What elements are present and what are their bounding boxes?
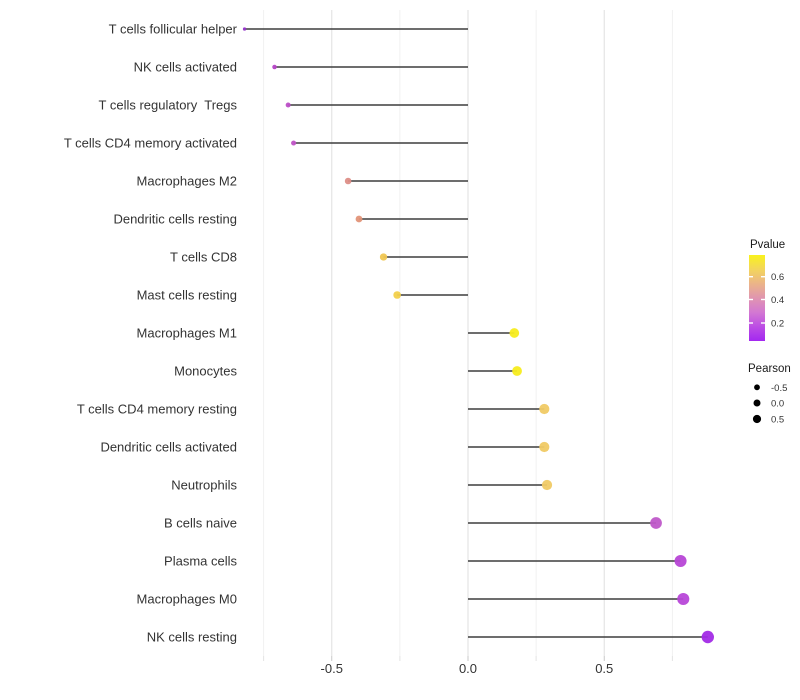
grid-minor [263,10,673,656]
pvalue-legend-label: 0.4 [771,295,784,306]
y-axis-label: T cells CD4 memory activated [64,136,237,151]
pearson-legend-label: 0.0 [771,399,784,410]
pvalue-colorbar [749,255,765,341]
pearson-legend: Pearson -0.5 0.0 0.5 [748,363,791,426]
y-axis-label: NK cells resting [147,630,237,645]
lollipop-dot [379,253,388,261]
lollipop-dot [355,215,363,223]
lollipop-dot [674,554,687,568]
pvalue-legend-label: 0.6 [771,272,784,283]
y-axis-label: T cells follicular helper [109,22,238,37]
pearson-legend-dot [754,384,760,391]
y-axis-label: Neutrophils [171,478,237,493]
pearson-legend-title: Pearson [748,363,791,375]
x-axis-label: 0.0 [459,661,477,676]
dots [242,27,714,644]
y-axis-label: Dendritic cells activated [100,440,237,455]
lollipop-dot [242,27,247,31]
lollipop-dot [539,403,550,415]
lollipop-dot [291,140,297,146]
y-axis-label: NK cells activated [134,60,237,75]
y-axis-label: Macrophages M1 [137,326,237,341]
x-axis-labels: -0.5 0.0 0.5 [321,661,614,676]
lollipop-dot [272,64,277,70]
stems [244,28,708,638]
y-axis-label: Plasma cells [164,554,237,569]
lollipop-dot [509,328,520,338]
lollipop-dot [541,479,553,491]
lollipop-dot [344,177,352,185]
x-axis-ticks [263,656,673,661]
y-axis-labels: T cells follicular helper NK cells activa… [64,22,238,645]
y-axis-label: Monocytes [174,364,237,379]
lollipop-dot [701,630,714,644]
y-axis-label: Macrophages M0 [137,592,237,607]
lollipop-dot [512,366,522,376]
pearson-legend-label: 0.5 [771,415,784,426]
pvalue-legend: Pvalue 0.6 0.4 0.2 [749,239,785,341]
y-axis-label: Dendritic cells resting [113,212,237,227]
x-axis-label: 0.5 [595,661,613,676]
y-axis-label: B cells naive [164,516,237,531]
lollipop-dot [539,441,550,453]
lollipop-dot [393,291,401,299]
pvalue-legend-label: 0.2 [771,319,784,330]
x-axis-label: -0.5 [321,661,343,676]
y-axis-label: T cells regulatory Tregs [99,98,238,113]
y-axis-label: Mast cells resting [137,288,237,303]
lollipop-dot [677,592,690,606]
pearson-legend-label: -0.5 [771,383,787,394]
lollipop-dot [650,517,662,529]
y-axis-label: T cells CD8 [170,250,237,265]
pearson-legend-dot [752,414,762,424]
y-axis-label: T cells CD4 memory resting [77,402,237,417]
y-axis-label: Macrophages M2 [137,174,237,189]
pvalue-legend-title: Pvalue [750,239,785,251]
pearson-legend-dot [753,399,761,407]
lollipop-dot [285,102,291,108]
